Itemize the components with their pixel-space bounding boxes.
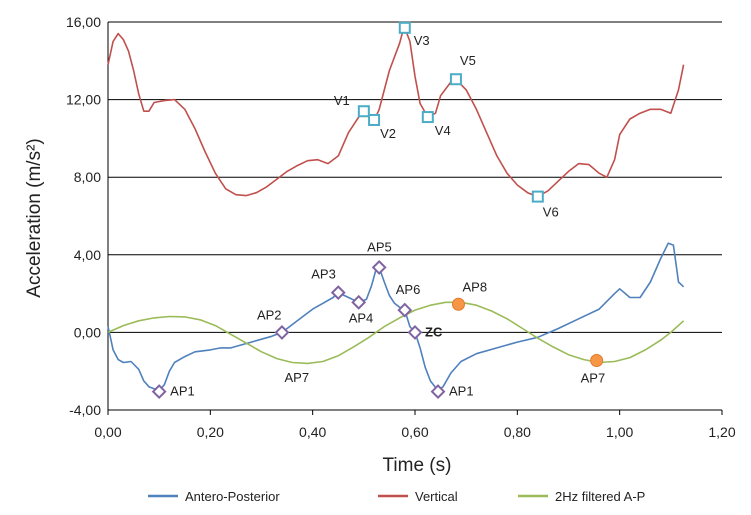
legend-label-1: Vertical: [415, 489, 458, 504]
marker-ap4-label: AP4: [349, 310, 374, 325]
marker-v2-label: V2: [380, 126, 396, 141]
annotations: AP7: [285, 370, 310, 385]
grid-lines: [107, 21, 722, 411]
marker-ap1-diamond: [151, 384, 167, 399]
x-tick-label: 1,00: [606, 424, 633, 440]
legend: Antero-Posterior Vertical 2Hz filtered A-P: [148, 489, 645, 504]
legend-label-0: Antero-Posterior: [185, 489, 280, 504]
marker-ap4-diamond: [351, 294, 367, 310]
marker-ap8-label: AP8: [462, 279, 487, 294]
marker-zc-label: ZC: [425, 324, 443, 339]
y-tick-label: 12,00: [66, 92, 101, 108]
marker-zc-diamond: [407, 324, 423, 340]
data-markers: V1 V2 V3 V4 V5 V6 AP1 AP2 AP3 AP4 AP5 AP6 AP1 ZC AP8 AP…: [151, 21, 606, 399]
y-axis-title: Acceleration (m/s²): [24, 138, 45, 297]
marker-ap6-diamond: [397, 302, 413, 318]
legend-label-2: 2Hz filtered A-P: [555, 489, 645, 504]
marker-ap3-diamond: [330, 285, 346, 301]
marker-ap1-label: AP1: [170, 384, 195, 399]
marker-ap8-circle: [451, 297, 465, 311]
marker-ap1-label: AP1: [449, 384, 474, 399]
marker-v1-label: V1: [334, 93, 350, 108]
marker-v6-label: V6: [543, 205, 559, 220]
series-line-0: [107, 242, 685, 392]
marker-v3-label: V3: [414, 33, 430, 48]
marker-ap3-label: AP3: [311, 267, 336, 282]
marker-ap7-circle: [590, 354, 604, 368]
x-tick-label: 0,20: [197, 424, 224, 440]
y-tick-label: 4,00: [74, 247, 101, 263]
x-axis-title: Time (s): [383, 455, 452, 476]
y-tick-labels: -4,00 0,00 4,00 8,00 12,00 16,00: [66, 14, 101, 418]
marker-ap1-diamond: [430, 384, 446, 399]
y-tick-label: -4,00: [69, 402, 101, 418]
x-tick-label: 0,40: [299, 424, 326, 440]
marker-ap2-label: AP2: [257, 307, 282, 322]
marker-v4-square: [421, 111, 434, 124]
y-tick-label: 0,00: [74, 324, 101, 340]
series-line-1: [107, 27, 685, 198]
marker-ap5-diamond: [371, 259, 387, 275]
x-tick-label: 0,80: [504, 424, 531, 440]
y-tick-label: 8,00: [74, 169, 101, 185]
y-tick-label: 16,00: [66, 14, 101, 30]
marker-v2-square: [368, 113, 381, 126]
marker-ap6-label: AP6: [396, 282, 421, 297]
x-tick-label: 1,20: [708, 424, 735, 440]
marker-ap7-label: AP7: [581, 371, 606, 386]
marker-ap5-label: AP5: [367, 239, 392, 254]
series-lines: [107, 27, 685, 392]
marker-v6-square: [531, 190, 544, 203]
marker-v4-label: V4: [435, 123, 451, 138]
marker-ap2-diamond: [274, 324, 290, 340]
x-tick-labels: 0,00 0,20 0,40 0,60 0,80 1,00 1,20: [94, 410, 736, 440]
marker-v5-label: V5: [460, 53, 476, 68]
x-tick-label: 0,60: [401, 424, 428, 440]
marker-v1-square: [357, 105, 370, 118]
marker-v3-square: [398, 21, 411, 34]
annotation-ap7: AP7: [285, 370, 310, 385]
marker-v5-square: [449, 73, 462, 86]
x-tick-label: 0,00: [94, 424, 121, 440]
